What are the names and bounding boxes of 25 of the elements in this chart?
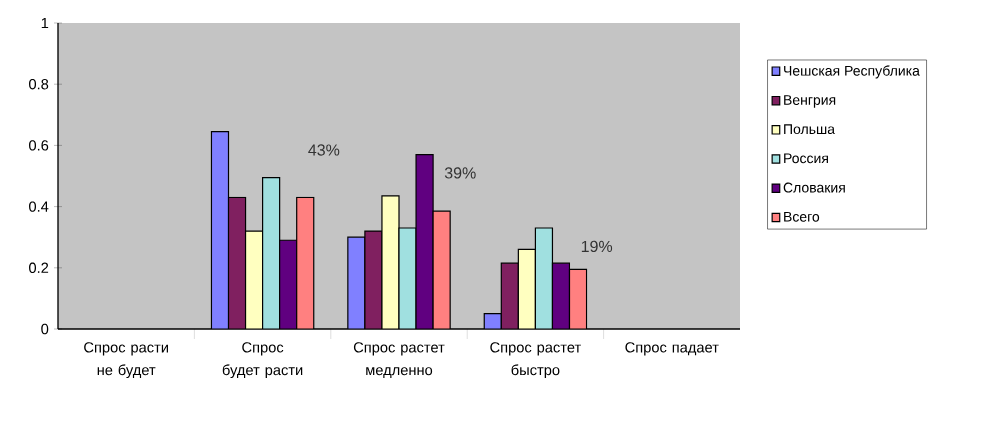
y-tick-label: 1 [41, 17, 49, 29]
legend-label: Россия [784, 153, 828, 164]
bar [262, 176, 281, 329]
legend-label: Словакия [783, 182, 845, 193]
y-tick-label: 0 [41, 323, 49, 335]
annotation: 43% [308, 144, 340, 156]
bar [244, 230, 264, 329]
y-tick-label: 0.4 [29, 201, 49, 212]
legend-label: Всего [784, 211, 820, 222]
bar [517, 248, 536, 329]
y-tick-label: 0.6 [29, 140, 49, 151]
x-tick-label: Спрос будет расти [222, 342, 303, 379]
x-tick-label: Спрос растет быстро [490, 342, 581, 379]
legend-label: Польша [784, 124, 836, 135]
annotation: 39% [444, 167, 476, 179]
bar [534, 227, 554, 329]
annotation: 19% [581, 240, 613, 253]
legend-label: Чешская Республика [784, 65, 920, 79]
x-tick-label: Спрос растет медленно [353, 342, 445, 378]
bar [210, 131, 230, 329]
y-tick-label: 0.2 [29, 262, 49, 273]
y-tick-label: 0.8 [29, 79, 49, 90]
legend-label: Венгрия [784, 95, 836, 108]
x-tick-label: Спрос падает [625, 342, 719, 356]
x-tick-label: Спрос расти не будет [84, 342, 168, 379]
